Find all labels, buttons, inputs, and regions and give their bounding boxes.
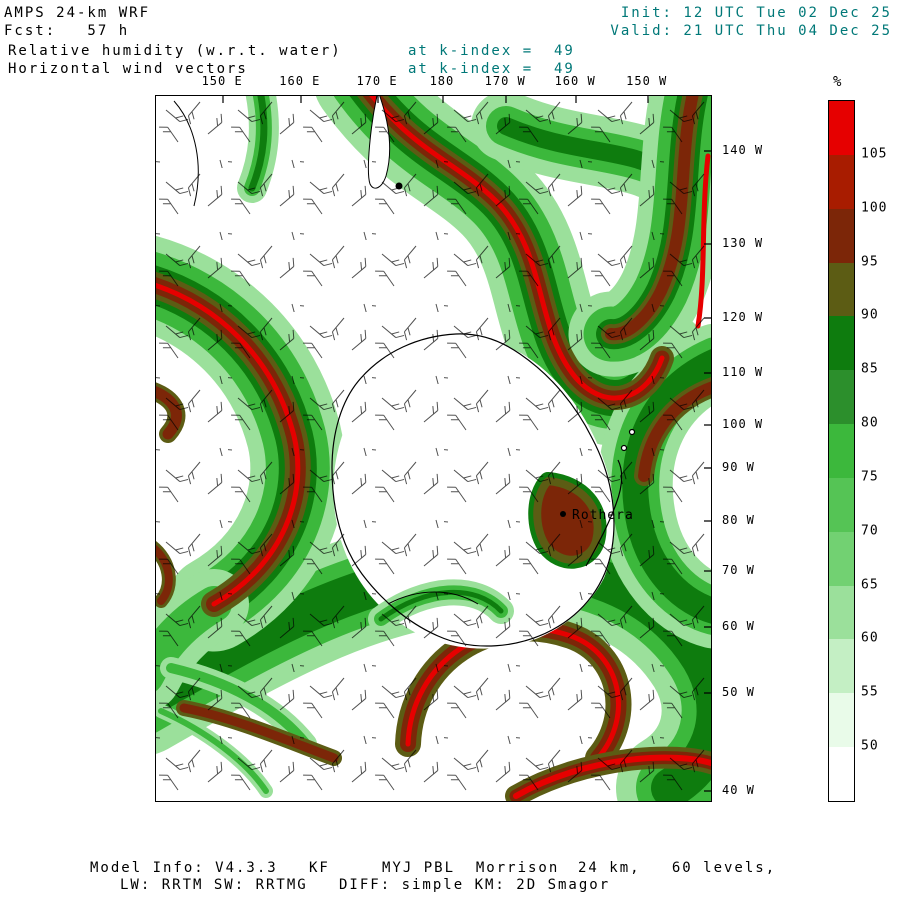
lon-label: 150 W — [626, 74, 668, 88]
colorbar-tick: 70 — [861, 523, 879, 539]
lon-label: 140 W — [722, 142, 764, 157]
lon-label: 70 W — [722, 563, 755, 578]
model-title: AMPS 24-km WRF — [4, 5, 151, 21]
lon-label: 170 E — [356, 74, 398, 88]
lon-label: 180 — [429, 74, 455, 88]
valid-time: Valid: 21 UTC Thu 04 Dec 25 — [610, 23, 892, 39]
colorbar-segment — [829, 747, 854, 801]
longitude-axis-right: 140 W 130 W 120 W 110 W 100 W 90 W 80 W … — [722, 95, 792, 800]
field2-level: at k-index = 49 — [408, 61, 575, 77]
frame-ticks — [222, 96, 711, 792]
colorbar-tick: 80 — [861, 415, 879, 431]
lon-label: 50 W — [722, 685, 755, 700]
colorbar-ticks: 105 100 95 90 85 80 75 70 65 60 55 50 — [861, 100, 900, 800]
map-frame: Rothera — [155, 95, 712, 802]
lon-label: 40 W — [722, 783, 755, 798]
lon-label: 150 E — [201, 74, 243, 88]
colorbar-segment — [829, 101, 854, 155]
colorbar-tick: 85 — [861, 361, 879, 377]
colorbar-segment — [829, 154, 854, 209]
colorbar-tick: 55 — [861, 684, 879, 700]
colorbar-unit: % — [833, 74, 843, 90]
colorbar-segment — [829, 693, 854, 748]
map-canvas: Rothera — [156, 96, 711, 801]
longitude-axis-top: 150 E 160 E 170 E 180 170 W 160 W 150 W — [155, 74, 710, 90]
field1-level: at k-index = 49 — [408, 43, 575, 59]
field2-label: Horizontal wind vectors — [8, 61, 248, 77]
model-info-line1-right: 24 km, 60 levels, — [578, 860, 777, 876]
lon-label: 60 W — [722, 618, 755, 633]
colorbar — [828, 100, 855, 802]
init-time: Init: 12 UTC Tue 02 Dec 25 — [620, 5, 892, 21]
lon-label: 120 W — [722, 310, 764, 325]
wind-barbs-overlay — [156, 96, 711, 801]
colorbar-segment — [829, 531, 854, 586]
lon-label: 100 W — [722, 417, 764, 432]
colorbar-segment — [829, 477, 854, 532]
colorbar-tick: 90 — [861, 307, 879, 323]
colorbar-segment — [829, 639, 854, 694]
colorbar-segment — [829, 262, 854, 317]
lon-label: 160 W — [554, 74, 596, 88]
lon-label: 110 W — [722, 365, 764, 380]
lon-label: 90 W — [722, 460, 755, 475]
colorbar-segment — [829, 424, 854, 478]
colorbar-tick: 50 — [861, 738, 879, 754]
colorbar-segment — [829, 208, 854, 263]
colorbar-tick: 105 — [861, 146, 888, 162]
colorbar-segment — [829, 585, 854, 640]
model-info-line1-left: Model Info: V4.3.3 KF MYJ PBL Morrison — [90, 860, 560, 876]
colorbar-tick: 100 — [861, 200, 888, 216]
lon-label: 80 W — [722, 513, 755, 528]
field1-label: Relative humidity (w.r.t. water) — [8, 43, 342, 59]
forecast-hour: Fcst: 57 h — [4, 23, 130, 39]
model-info-line2: LW: RRTM SW: RRTMG DIFF: simple KM: 2D S… — [120, 877, 611, 893]
lon-label: 160 E — [279, 74, 321, 88]
colorbar-tick: 60 — [861, 630, 879, 646]
lon-label: 130 W — [722, 236, 764, 251]
colorbar-tick: 65 — [861, 577, 879, 593]
colorbar-tick: 75 — [861, 469, 879, 485]
colorbar-segment — [829, 316, 854, 371]
colorbar-tick: 95 — [861, 254, 879, 270]
lon-label: 170 W — [484, 74, 526, 88]
colorbar-segment — [829, 370, 854, 425]
